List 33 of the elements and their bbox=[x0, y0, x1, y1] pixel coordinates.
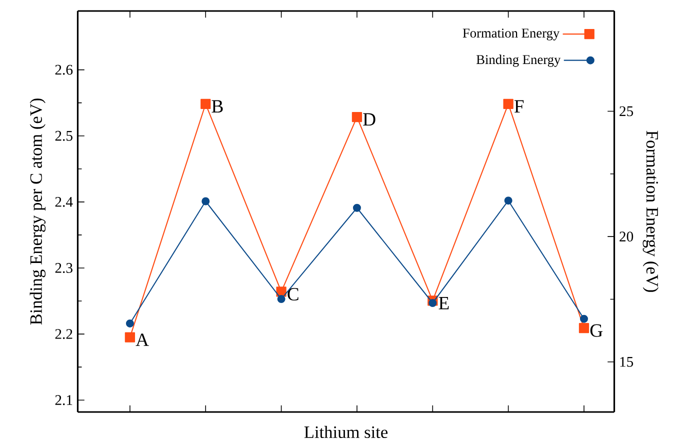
annotation: C bbox=[288, 288, 298, 301]
y-tick-label: 2.4 bbox=[55, 196, 73, 207]
y-axis-title: Binding Energy per C atom (eV) bbox=[30, 98, 46, 325]
y-tick-label: 2.3 bbox=[55, 263, 72, 273]
point bbox=[277, 295, 286, 304]
annotation: D bbox=[363, 113, 376, 126]
point bbox=[352, 112, 362, 122]
legend-label: Formation Energy bbox=[462, 28, 560, 40]
legend-label: Binding Energy bbox=[476, 54, 561, 67]
annotation: G bbox=[590, 324, 602, 337]
point bbox=[504, 196, 512, 205]
point bbox=[503, 98, 514, 110]
point bbox=[200, 98, 211, 110]
point bbox=[352, 204, 361, 212]
annotation: A bbox=[136, 334, 149, 346]
point bbox=[124, 332, 136, 342]
point bbox=[126, 319, 134, 328]
y2-axis-title: Formation Energy (eV) bbox=[642, 130, 659, 292]
point bbox=[428, 298, 437, 307]
y2-tick-label: 25 bbox=[620, 106, 634, 116]
y2-tick-label: 15 bbox=[620, 356, 634, 367]
y2-tick-label: 20 bbox=[620, 232, 634, 242]
point bbox=[578, 322, 590, 334]
annotation: E bbox=[438, 296, 449, 310]
y-tick-label: 2.1 bbox=[55, 395, 72, 406]
annotation: B bbox=[212, 100, 223, 113]
point bbox=[202, 197, 210, 206]
x-axis-title: Lithium site bbox=[304, 426, 388, 438]
point bbox=[580, 314, 588, 323]
y-tick-label: 2.5 bbox=[55, 130, 72, 141]
y-tick-label: 2.6 bbox=[55, 64, 73, 75]
annotation: F bbox=[514, 100, 524, 112]
y-tick-label: 2.2 bbox=[55, 329, 72, 340]
